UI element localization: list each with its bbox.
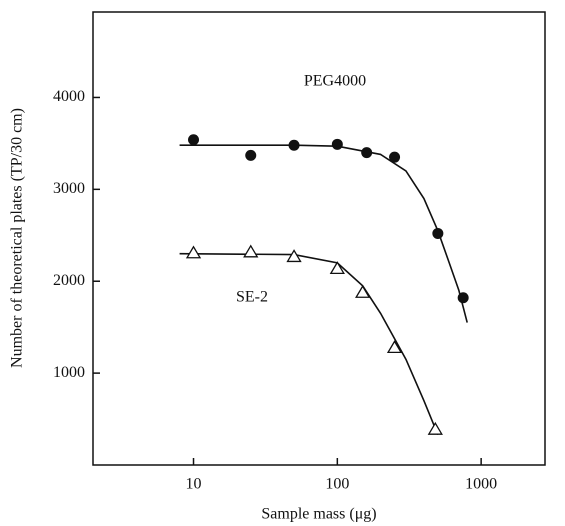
data-point xyxy=(243,244,259,258)
data-point xyxy=(329,261,345,275)
data-point xyxy=(432,227,444,239)
x-tick-label: 10 xyxy=(186,476,202,493)
y-tick-label: 1000 xyxy=(53,364,85,381)
y-tick-label: 4000 xyxy=(53,88,85,105)
y-tick-label: 2000 xyxy=(53,272,85,289)
data-point xyxy=(288,139,300,151)
x-axis-label: Sample mass (μg) xyxy=(261,506,376,523)
data-point xyxy=(427,421,443,435)
fit-curve xyxy=(179,144,468,323)
data-point xyxy=(389,151,401,163)
series-label: SE-2 xyxy=(236,289,268,306)
data-point xyxy=(188,134,200,146)
data-point xyxy=(185,245,202,259)
x-tick-label: 1000 xyxy=(465,476,497,493)
fit-curve xyxy=(179,252,439,435)
data-point xyxy=(361,147,373,159)
data-point xyxy=(457,292,469,304)
data-point xyxy=(331,138,343,150)
data-point xyxy=(355,284,371,298)
series-label: PEG4000 xyxy=(304,73,366,90)
data-point xyxy=(245,149,257,161)
x-tick-label: 100 xyxy=(325,476,349,493)
plot-frame xyxy=(92,11,546,466)
data-point xyxy=(386,340,403,354)
y-axis-label: Number of theoretical plates (TP/30 cm) xyxy=(9,108,26,368)
data-point xyxy=(286,249,302,263)
y-tick-label: 3000 xyxy=(53,180,85,197)
